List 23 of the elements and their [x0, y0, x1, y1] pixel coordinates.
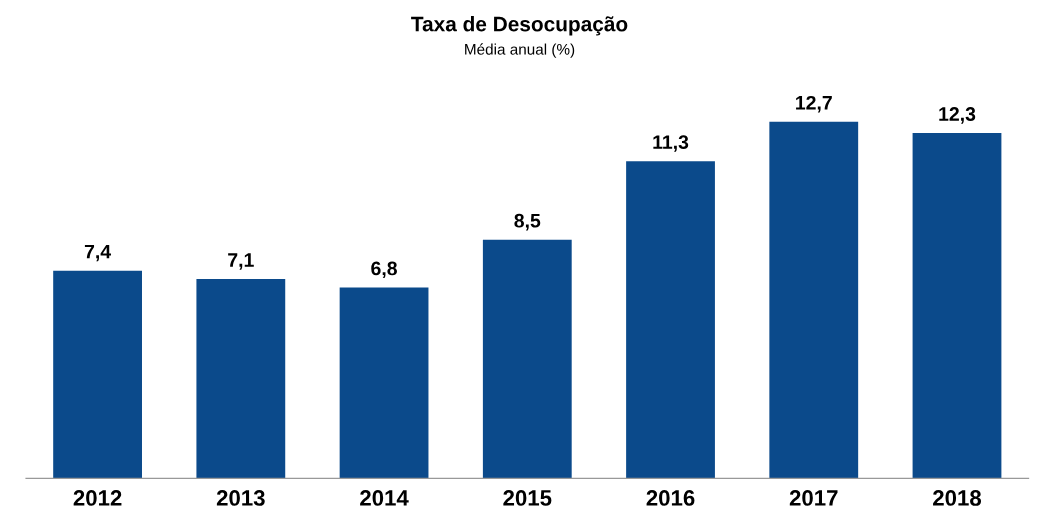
- data-label: 12,3: [939, 107, 976, 124]
- bar: [769, 121, 859, 479]
- data-label: 11,3: [653, 135, 689, 152]
- x-tick-label: 2016: [646, 490, 695, 506]
- x-tick-label: 2017: [789, 490, 838, 506]
- bar: [626, 161, 715, 479]
- x-tick-label: 2012: [73, 490, 122, 506]
- data-label: 12,7: [796, 95, 832, 113]
- x-tick-label: 2015: [503, 490, 552, 506]
- data-label: 6,8: [371, 261, 397, 279]
- data-label: 8,5: [514, 213, 541, 231]
- x-tick-label: 2014: [360, 490, 409, 506]
- x-tick-label: 2013: [216, 490, 265, 506]
- chart-subtitle: Média anual (%): [465, 43, 575, 58]
- bar: [912, 133, 1002, 479]
- x-tick-label: 2018: [933, 490, 982, 506]
- bar: [53, 270, 142, 479]
- data-label: 7,4: [84, 244, 111, 262]
- bar: [482, 239, 572, 479]
- chart-title: Taxa de Desocupação: [411, 16, 628, 36]
- bar: [339, 287, 429, 479]
- bar: [196, 279, 286, 479]
- data-label: 7,1: [228, 253, 254, 270]
